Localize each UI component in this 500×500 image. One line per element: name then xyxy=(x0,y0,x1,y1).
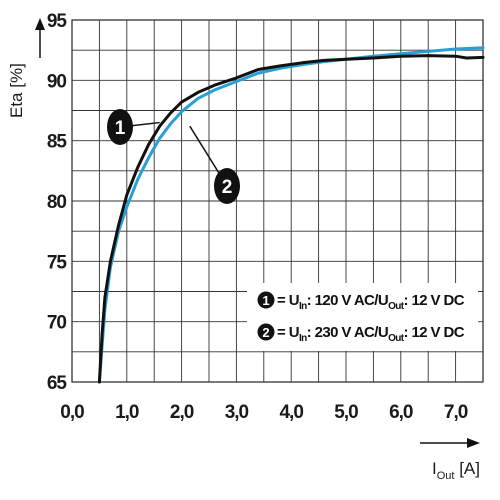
x-axis-title: IOut [A] xyxy=(420,438,480,482)
series-line-1 xyxy=(97,54,485,384)
x-tick-label: 5,0 xyxy=(334,402,358,423)
x-tick-label: 2,0 xyxy=(170,402,194,423)
legend-entry-1: 1 = UIn: 120 V AC/UOut: 12 V DC xyxy=(257,291,465,312)
y-tick-label: 80 xyxy=(47,192,67,213)
x-tick-label: 6,0 xyxy=(389,402,413,423)
y-tick-label: 85 xyxy=(47,132,68,153)
tick-labels: 0,0 1,0 2,0 3,0 4,0 5,0 6,0 7,0 65 70 75 80 85 90 95 xyxy=(47,11,469,423)
callout-marker-1-label: 1 xyxy=(115,118,126,139)
y-tick-label: 70 xyxy=(47,313,67,334)
y-axis-title: Eta [%] xyxy=(7,18,45,118)
legend-marker-2-label: 2 xyxy=(262,325,269,340)
x-tick-label: 7,0 xyxy=(444,402,468,423)
legend: 1 = UIn: 120 V AC/UOut: 12 V DC 2 = UIn:… xyxy=(247,283,478,351)
legend-box xyxy=(247,283,478,351)
series-layer xyxy=(97,46,485,384)
x-tick-label: 0,0 xyxy=(60,402,84,423)
legend-marker-1-label: 1 xyxy=(262,293,269,308)
legend-entry-2: 2 = UIn: 230 V AC/UOut: 12 V DC xyxy=(257,323,465,344)
legend-text-2: = UIn: 230 V AC/UOut: 12 V DC xyxy=(277,324,465,344)
y-tick-label: 90 xyxy=(47,71,67,92)
x-tick-label: 4,0 xyxy=(279,402,303,423)
y-tick-label: 65 xyxy=(47,373,68,394)
callout-layer: 12 xyxy=(107,109,240,204)
callout-marker-2-label: 2 xyxy=(222,177,233,198)
x-tick-label: 3,0 xyxy=(225,402,249,423)
y-axis-arrow-head xyxy=(35,18,45,30)
y-tick-label: 75 xyxy=(47,252,68,273)
x-axis-label: IOut [A] xyxy=(432,459,480,482)
legend-text-1: = UIn: 120 V AC/UOut: 12 V DC xyxy=(277,292,465,312)
callout-marker-2 xyxy=(214,168,240,204)
x-tick-label: 1,0 xyxy=(115,402,139,423)
x-axis-arrow-head xyxy=(467,438,480,448)
legend-marker-2 xyxy=(257,323,275,341)
y-tick-label: 95 xyxy=(47,11,68,32)
legend-marker-1 xyxy=(257,291,275,309)
y-axis-label: Eta [%] xyxy=(7,63,26,118)
callout-marker-1 xyxy=(107,109,133,145)
